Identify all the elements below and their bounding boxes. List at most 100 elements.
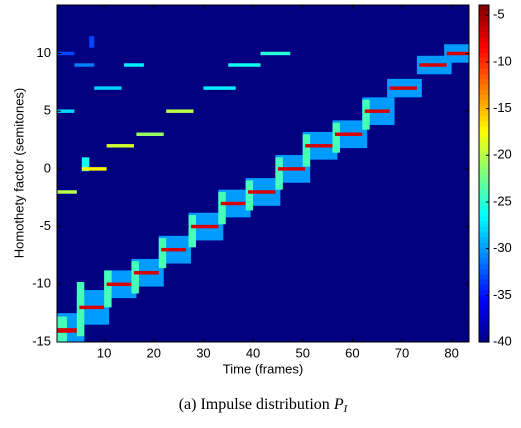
colorbar-swatch bbox=[479, 168, 489, 175]
heatmap-cell bbox=[277, 167, 306, 171]
colorbar-swatch bbox=[479, 162, 489, 169]
colorbar-swatch bbox=[479, 89, 489, 96]
y-tick-label: -10 bbox=[32, 276, 51, 291]
heatmap-cell bbox=[124, 63, 144, 67]
heatmap-cell bbox=[133, 271, 159, 275]
heatmap-cell bbox=[220, 201, 246, 206]
colorbar-swatch bbox=[479, 236, 489, 243]
colorbar-swatch bbox=[479, 15, 489, 22]
colorbar-swatch bbox=[479, 83, 489, 90]
x-tick-label: 70 bbox=[395, 345, 409, 360]
x-tick-label: 60 bbox=[345, 345, 359, 360]
colorbar-swatch bbox=[479, 215, 489, 222]
colorbar-swatch bbox=[479, 305, 489, 312]
colorbar-swatch bbox=[479, 52, 489, 59]
colorbar-tick-label: -15 bbox=[493, 100, 512, 115]
heatmap-cell bbox=[275, 157, 283, 190]
colorbar-swatch bbox=[479, 131, 489, 138]
colorbar-swatch bbox=[479, 284, 489, 290]
heatmap-cell bbox=[79, 305, 105, 310]
caption-text: (a) Impulse distribution bbox=[179, 396, 334, 413]
colorbar-swatch bbox=[479, 231, 489, 238]
colorbar-swatch bbox=[479, 252, 489, 259]
colorbar-swatch bbox=[479, 26, 489, 32]
colorbar-swatch bbox=[479, 41, 489, 48]
heatmap-cell bbox=[302, 134, 311, 167]
y-tick-label: 5 bbox=[44, 103, 51, 118]
colorbar-swatch bbox=[479, 326, 489, 333]
heatmap-cell bbox=[248, 190, 276, 194]
heatmap-cell bbox=[364, 109, 390, 113]
heatmap-cell bbox=[362, 99, 370, 130]
colorbar-swatch bbox=[479, 210, 489, 217]
x-tick-label: 30 bbox=[196, 345, 210, 360]
heatmap-cell bbox=[81, 157, 90, 172]
colorbar-swatch bbox=[479, 194, 489, 201]
colorbar-swatch bbox=[479, 105, 489, 111]
caption-subscript: I bbox=[343, 403, 349, 415]
colorbar-swatch bbox=[479, 10, 489, 17]
heatmap-cell bbox=[228, 63, 261, 67]
colorbar-swatch bbox=[479, 257, 489, 264]
colorbar-swatch bbox=[479, 78, 489, 85]
colorbar-swatch bbox=[479, 126, 489, 132]
colorbar-swatch bbox=[479, 152, 489, 159]
heatmap-cell bbox=[106, 282, 132, 287]
colorbar-swatch bbox=[479, 57, 489, 64]
colorbar-swatch bbox=[479, 189, 489, 196]
colorbar-swatch bbox=[479, 157, 489, 164]
colorbar-swatch bbox=[479, 315, 489, 322]
colorbar-frame bbox=[478, 4, 490, 343]
heatmap-cell bbox=[305, 144, 333, 148]
heatmap-cell bbox=[389, 86, 417, 90]
heatmap-cell bbox=[57, 51, 75, 56]
heatmap-cell bbox=[94, 86, 122, 90]
y-tick-label: -5 bbox=[39, 218, 51, 233]
heatmap-cell bbox=[188, 215, 196, 248]
heatmap bbox=[57, 5, 469, 342]
colorbar-tick-label: -40 bbox=[493, 333, 512, 348]
colorbar-tick-label: -20 bbox=[493, 147, 512, 162]
colorbar-swatch bbox=[479, 331, 489, 338]
colorbar-swatch bbox=[479, 320, 489, 327]
colorbar-swatch bbox=[479, 205, 489, 211]
colorbar-swatch bbox=[479, 173, 489, 180]
colorbar-tick-label: -10 bbox=[493, 53, 512, 68]
heatmap-cell bbox=[158, 238, 167, 269]
colorbar-swatch bbox=[479, 141, 489, 148]
x-tick-label: 10 bbox=[97, 345, 111, 360]
heatmap-cell bbox=[57, 109, 75, 113]
heatmap-cell bbox=[81, 167, 107, 171]
heatmap-cell bbox=[106, 144, 134, 148]
colorbar-swatch bbox=[479, 115, 489, 122]
colorbar-swatch bbox=[479, 184, 489, 190]
colorbar-swatch bbox=[479, 147, 489, 154]
colorbar-swatch bbox=[479, 99, 489, 106]
colorbar-swatch bbox=[479, 20, 489, 27]
colorbar-tick-label: -30 bbox=[493, 240, 512, 255]
colorbar-swatch bbox=[479, 47, 489, 53]
colorbar-tick-label: -35 bbox=[493, 287, 512, 302]
colorbar-swatch bbox=[479, 247, 489, 254]
colorbar-swatch bbox=[479, 5, 489, 11]
colorbar-swatch bbox=[479, 299, 489, 306]
colorbar-tick-label: -5 bbox=[493, 7, 505, 22]
colorbar-swatch bbox=[479, 110, 489, 117]
heatmap-cell bbox=[218, 191, 226, 225]
heatmap-cell bbox=[334, 132, 363, 136]
heatmap-cell bbox=[89, 36, 95, 48]
heatmap-cell bbox=[446, 51, 469, 56]
colorbar-swatch bbox=[479, 94, 489, 101]
heatmap-cell bbox=[203, 86, 236, 90]
heatmap-cell bbox=[104, 270, 112, 308]
colorbar-swatch bbox=[479, 199, 489, 206]
colorbar-swatch bbox=[479, 241, 489, 248]
heatmap-cell bbox=[260, 51, 291, 56]
y-tick-label: 10 bbox=[37, 45, 51, 60]
plot-frame bbox=[56, 4, 470, 343]
heatmap-cell bbox=[332, 122, 340, 153]
heatmap-cell bbox=[136, 132, 164, 136]
colorbar-swatch bbox=[479, 226, 489, 233]
heatmap-cell bbox=[419, 63, 447, 67]
